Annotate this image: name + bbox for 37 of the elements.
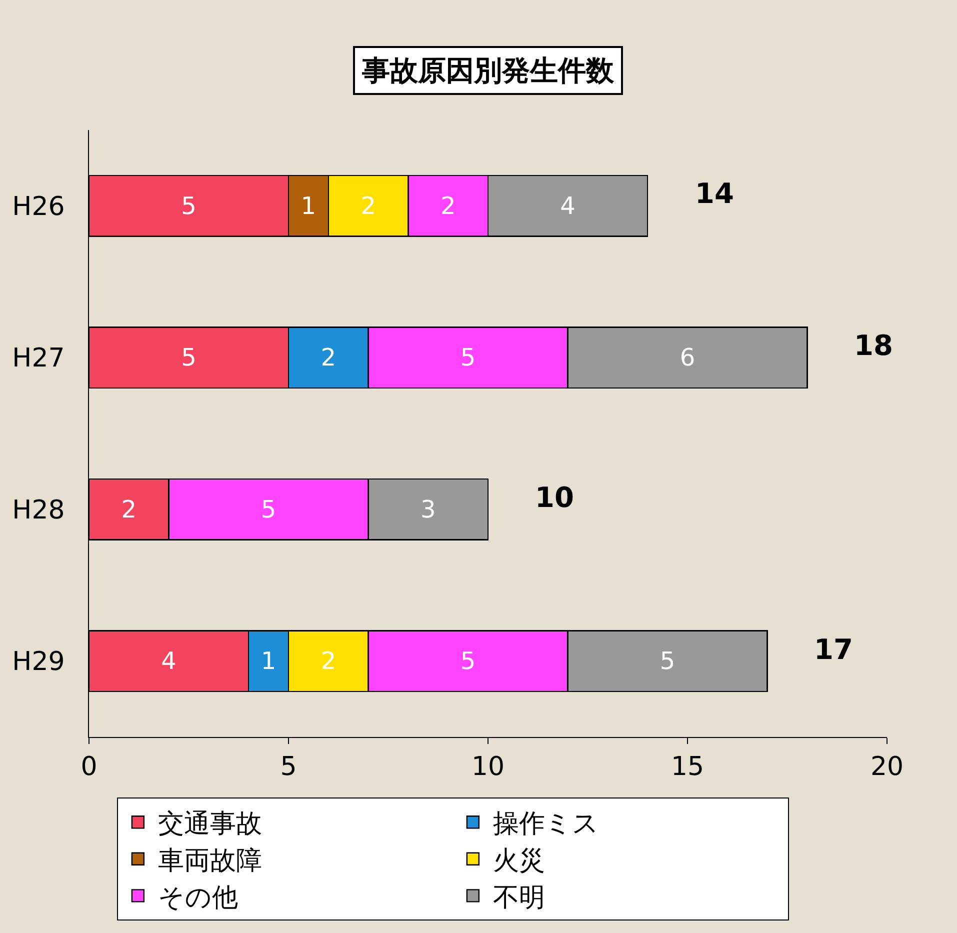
data-label: 4 <box>560 192 576 220</box>
data-label: 2 <box>121 495 137 524</box>
data-label: 2 <box>440 192 456 220</box>
x-tick-label: 10 <box>471 752 505 782</box>
total-label: 17 <box>814 633 853 666</box>
chart-title: 事故原因別発生件数 <box>361 54 615 87</box>
total-label: 10 <box>535 481 574 514</box>
data-label: 2 <box>360 192 376 220</box>
data-label: 5 <box>460 647 476 676</box>
legend-label: 交通事故 <box>158 809 262 840</box>
data-label: 6 <box>680 344 696 372</box>
data-label: 5 <box>660 647 676 676</box>
x-tick-label: 5 <box>280 752 297 782</box>
data-label: 5 <box>181 192 196 220</box>
data-label: 2 <box>320 647 336 676</box>
x-tick-label: 15 <box>670 752 704 782</box>
data-label: 3 <box>420 495 436 524</box>
y-tick-label: H28 <box>12 495 65 526</box>
y-tick-label: H29 <box>12 647 65 678</box>
data-label: 2 <box>320 344 336 372</box>
data-label: 5 <box>460 344 476 372</box>
data-label: 1 <box>300 192 316 220</box>
legend-label: 操作ミス <box>492 809 599 840</box>
x-tick-label: 20 <box>870 752 904 782</box>
x-tick-label: 0 <box>80 752 98 782</box>
total-label: 14 <box>695 177 734 210</box>
total-label: 18 <box>854 329 893 362</box>
y-tick-label: H26 <box>12 192 65 222</box>
legend-label: 車両故障 <box>158 846 262 876</box>
data-label: 5 <box>260 495 276 524</box>
y-tick-label: H27 <box>12 344 65 374</box>
legend-label: その他 <box>158 882 238 913</box>
legend-label: 不明 <box>492 882 545 913</box>
data-label: 1 <box>260 647 276 676</box>
data-label: 4 <box>161 647 176 676</box>
legend-label: 火災 <box>492 846 545 876</box>
data-label: 5 <box>181 344 196 372</box>
